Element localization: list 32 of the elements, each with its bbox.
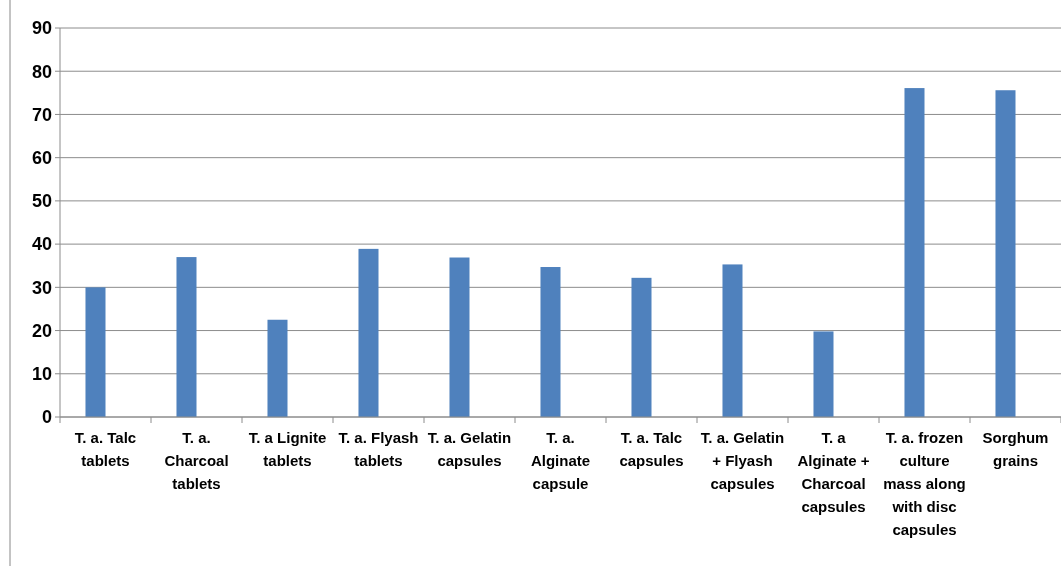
x-tick-label: T. a. Gelatin capsules bbox=[427, 429, 512, 469]
bar bbox=[813, 331, 834, 417]
bar bbox=[267, 319, 288, 417]
y-tick-label: 50 bbox=[31, 191, 52, 212]
y-tick-label: 70 bbox=[31, 104, 52, 125]
y-tick-label: 40 bbox=[31, 234, 52, 255]
x-tick-label: T. a Lignite tablets bbox=[248, 429, 327, 469]
x-tick-label: T. a Alginate + Charcoal capsules bbox=[797, 429, 870, 515]
x-tick-label: Sorghum grains bbox=[982, 429, 1049, 469]
x-tick-label: T. a. Flyash tablets bbox=[338, 429, 419, 469]
bar bbox=[358, 248, 379, 417]
bar bbox=[904, 88, 925, 417]
y-tick-label: 90 bbox=[31, 18, 52, 39]
bar bbox=[722, 264, 743, 417]
bar bbox=[176, 257, 197, 417]
y-tick-label: 10 bbox=[31, 364, 52, 385]
bar bbox=[449, 257, 470, 417]
bar bbox=[995, 90, 1016, 417]
x-tick-label: T. a. Charcoal tablets bbox=[164, 429, 229, 492]
y-tick-label: 60 bbox=[31, 147, 52, 168]
x-tick-label: T. a. Alginate capsule bbox=[530, 429, 591, 492]
y-tick-label: 20 bbox=[31, 320, 52, 341]
x-tick-label: T. a. Talc capsules bbox=[619, 429, 684, 469]
y-tick-label: 80 bbox=[31, 61, 52, 82]
y-tick-label: 30 bbox=[31, 277, 52, 298]
bar bbox=[631, 277, 652, 417]
y-tick-label: 0 bbox=[41, 407, 52, 428]
bar bbox=[540, 267, 561, 417]
bar bbox=[85, 287, 106, 417]
x-tick-label: T. a. Gelatin + Flyash capsules bbox=[700, 429, 785, 492]
x-tick-label: T. a. Talc tablets bbox=[74, 429, 137, 469]
x-tick-label: T. a. frozen culture mass along with disc capsules bbox=[883, 429, 966, 538]
